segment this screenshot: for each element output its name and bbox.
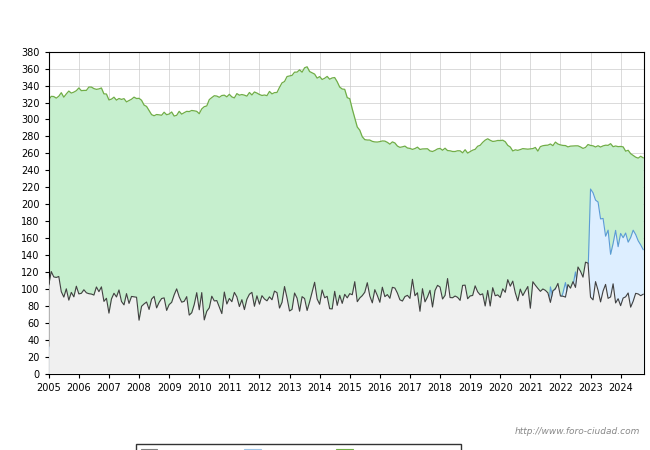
- Text: http://www.foro-ciudad.com: http://www.foro-ciudad.com: [515, 428, 640, 436]
- Legend: Ocupados, Parados, Hab. entre 16-64: Ocupados, Parados, Hab. entre 16-64: [136, 444, 461, 450]
- Text: Rubite - Evolucion de la poblacion en edad de Trabajar Septiembre de 2024: Rubite - Evolucion de la poblacion en ed…: [83, 17, 567, 30]
